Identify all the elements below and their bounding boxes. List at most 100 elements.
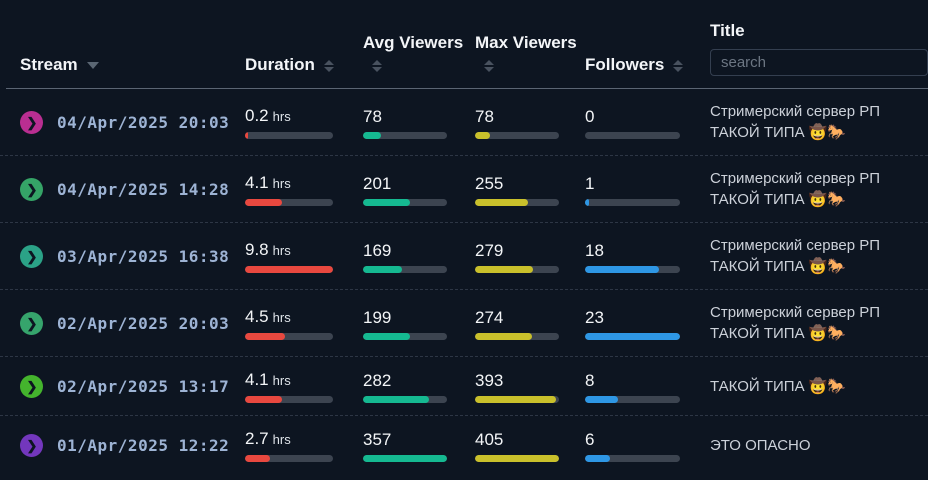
stream-cell[interactable]: ❯ 02/Apr/2025 20:03 <box>20 311 245 335</box>
stream-date: 04/Apr/2025 14:28 <box>57 179 230 199</box>
followers-value: 1 <box>585 173 595 193</box>
column-header-stream[interactable]: Stream <box>20 54 245 76</box>
duration-unit: hrs <box>272 310 291 325</box>
duration-unit: hrs <box>272 243 291 258</box>
avg-viewers-bar-fill <box>363 198 411 206</box>
stream-date: 03/Apr/2025 16:38 <box>57 246 230 266</box>
table-row: ❯ 02/Apr/2025 20:03 4.5 hrs 199 274 23 Ст… <box>0 289 928 356</box>
followers-cell: 8 <box>585 370 710 403</box>
stream-title: Стримерский сервер РП ТАКОЙ ТИПА 🤠🐎 <box>710 170 881 208</box>
max-viewers-value: 255 <box>475 173 504 193</box>
followers-bar <box>585 454 680 462</box>
sort-toggle-icon <box>372 59 382 72</box>
duration-bar-fill <box>245 333 286 340</box>
duration-cell: 4.1 hrs <box>245 369 363 403</box>
stream-expand-icon[interactable]: ❯ <box>20 433 43 457</box>
duration-bar-fill <box>245 199 282 206</box>
duration-cell: 4.5 hrs <box>245 306 363 340</box>
max-viewers-cell: 274 <box>475 307 585 340</box>
table-header: Stream Duration Avg Viewers Max Viewers … <box>6 0 928 89</box>
chevron-right-icon: ❯ <box>26 114 38 130</box>
followers-cell: 0 <box>585 106 710 139</box>
duration-value: 0.2 <box>245 106 269 125</box>
column-header-followers[interactable]: Followers <box>585 54 710 76</box>
stream-expand-icon[interactable]: ❯ <box>20 110 43 134</box>
table-row: ❯ 02/Apr/2025 13:17 4.1 hrs 282 393 8 ТАК… <box>0 356 928 415</box>
stream-cell[interactable]: ❯ 03/Apr/2025 16:38 <box>20 244 245 268</box>
avg-viewers-cell: 169 <box>363 240 475 273</box>
avg-viewers-bar <box>363 265 447 273</box>
followers-value: 8 <box>585 370 595 390</box>
duration-unit: hrs <box>272 176 291 191</box>
max-viewers-bar-fill <box>475 131 491 139</box>
max-viewers-cell: 255 <box>475 173 585 206</box>
max-viewers-value: 393 <box>475 370 504 390</box>
max-viewers-bar-fill <box>475 198 528 206</box>
stream-cell[interactable]: ❯ 04/Apr/2025 20:03 <box>20 110 245 134</box>
avg-viewers-bar-fill <box>363 395 430 403</box>
sort-toggle-icon <box>323 59 334 72</box>
max-viewers-cell: 279 <box>475 240 585 273</box>
stream-date: 02/Apr/2025 13:17 <box>57 376 230 396</box>
chevron-right-icon: ❯ <box>26 437 38 453</box>
max-viewers-bar <box>475 395 559 403</box>
avg-viewers-bar <box>363 454 447 462</box>
max-viewers-bar-fill <box>475 265 533 273</box>
stream-expand-icon[interactable]: ❯ <box>20 244 43 268</box>
avg-viewers-bar <box>363 395 447 403</box>
max-viewers-bar <box>475 265 559 273</box>
avg-viewers-cell: 357 <box>363 429 475 462</box>
stream-cell[interactable]: ❯ 01/Apr/2025 12:22 <box>20 433 245 457</box>
avg-viewers-bar <box>363 131 447 139</box>
max-viewers-cell: 405 <box>475 429 585 462</box>
duration-value: 4.5 <box>245 307 269 326</box>
max-viewers-value: 279 <box>475 240 504 260</box>
column-label-followers: Followers <box>585 55 665 74</box>
table-row: ❯ 04/Apr/2025 20:03 0.2 hrs 78 78 0 Стрим… <box>0 89 928 155</box>
stream-cell[interactable]: ❯ 04/Apr/2025 14:28 <box>20 177 245 201</box>
followers-cell: 1 <box>585 173 710 206</box>
avg-viewers-bar <box>363 198 447 206</box>
table-row: ❯ 04/Apr/2025 14:28 4.1 hrs 201 255 1 Стр… <box>0 155 928 222</box>
title-search-input[interactable] <box>710 49 928 76</box>
duration-cell: 9.8 hrs <box>245 239 363 273</box>
duration-bar <box>245 396 333 403</box>
duration-bar-fill <box>245 396 282 403</box>
duration-value: 2.7 <box>245 429 269 448</box>
max-viewers-value: 78 <box>475 106 494 126</box>
stream-expand-icon[interactable]: ❯ <box>20 311 43 335</box>
stream-expand-icon[interactable]: ❯ <box>20 177 43 201</box>
followers-bar-fill <box>585 395 619 403</box>
avg-viewers-cell: 78 <box>363 106 475 139</box>
chevron-right-icon: ❯ <box>26 378 38 394</box>
avg-viewers-value: 201 <box>363 173 392 193</box>
column-label-duration: Duration <box>245 55 315 74</box>
stream-title: Стримерский сервер РП ТАКОЙ ТИПА 🤠🐎 <box>710 103 881 141</box>
column-header-avg-viewers[interactable]: Avg Viewers <box>363 32 475 76</box>
stream-date: 01/Apr/2025 12:22 <box>57 435 230 455</box>
column-label-avg-viewers: Avg Viewers <box>363 33 464 52</box>
sort-desc-icon <box>86 62 99 70</box>
max-viewers-bar <box>475 454 559 462</box>
avg-viewers-value: 78 <box>363 106 382 126</box>
sort-toggle-icon <box>673 59 684 72</box>
column-label-max-viewers: Max Viewers <box>475 33 577 52</box>
column-header-max-viewers[interactable]: Max Viewers <box>475 32 585 76</box>
stream-date: 04/Apr/2025 20:03 <box>57 112 230 132</box>
duration-value: 4.1 <box>245 370 269 389</box>
column-label-stream: Stream <box>20 55 78 74</box>
stream-title: ЭТО ОПАСНО <box>710 436 811 454</box>
stream-title: Стримерский сервер РП ТАКОЙ ТИПА 🤠🐎 <box>710 304 881 342</box>
max-viewers-value: 405 <box>475 429 504 449</box>
stream-cell[interactable]: ❯ 02/Apr/2025 13:17 <box>20 374 245 398</box>
followers-cell: 23 <box>585 307 710 340</box>
column-header-duration[interactable]: Duration <box>245 54 363 76</box>
followers-bar <box>585 198 680 206</box>
table-body: ❯ 04/Apr/2025 20:03 0.2 hrs 78 78 0 Стрим… <box>0 89 928 474</box>
followers-bar <box>585 131 680 139</box>
avg-viewers-cell: 199 <box>363 307 475 340</box>
duration-bar-fill <box>245 132 248 139</box>
stream-expand-icon[interactable]: ❯ <box>20 374 43 398</box>
duration-bar-fill <box>245 266 333 273</box>
duration-value: 9.8 <box>245 240 269 259</box>
